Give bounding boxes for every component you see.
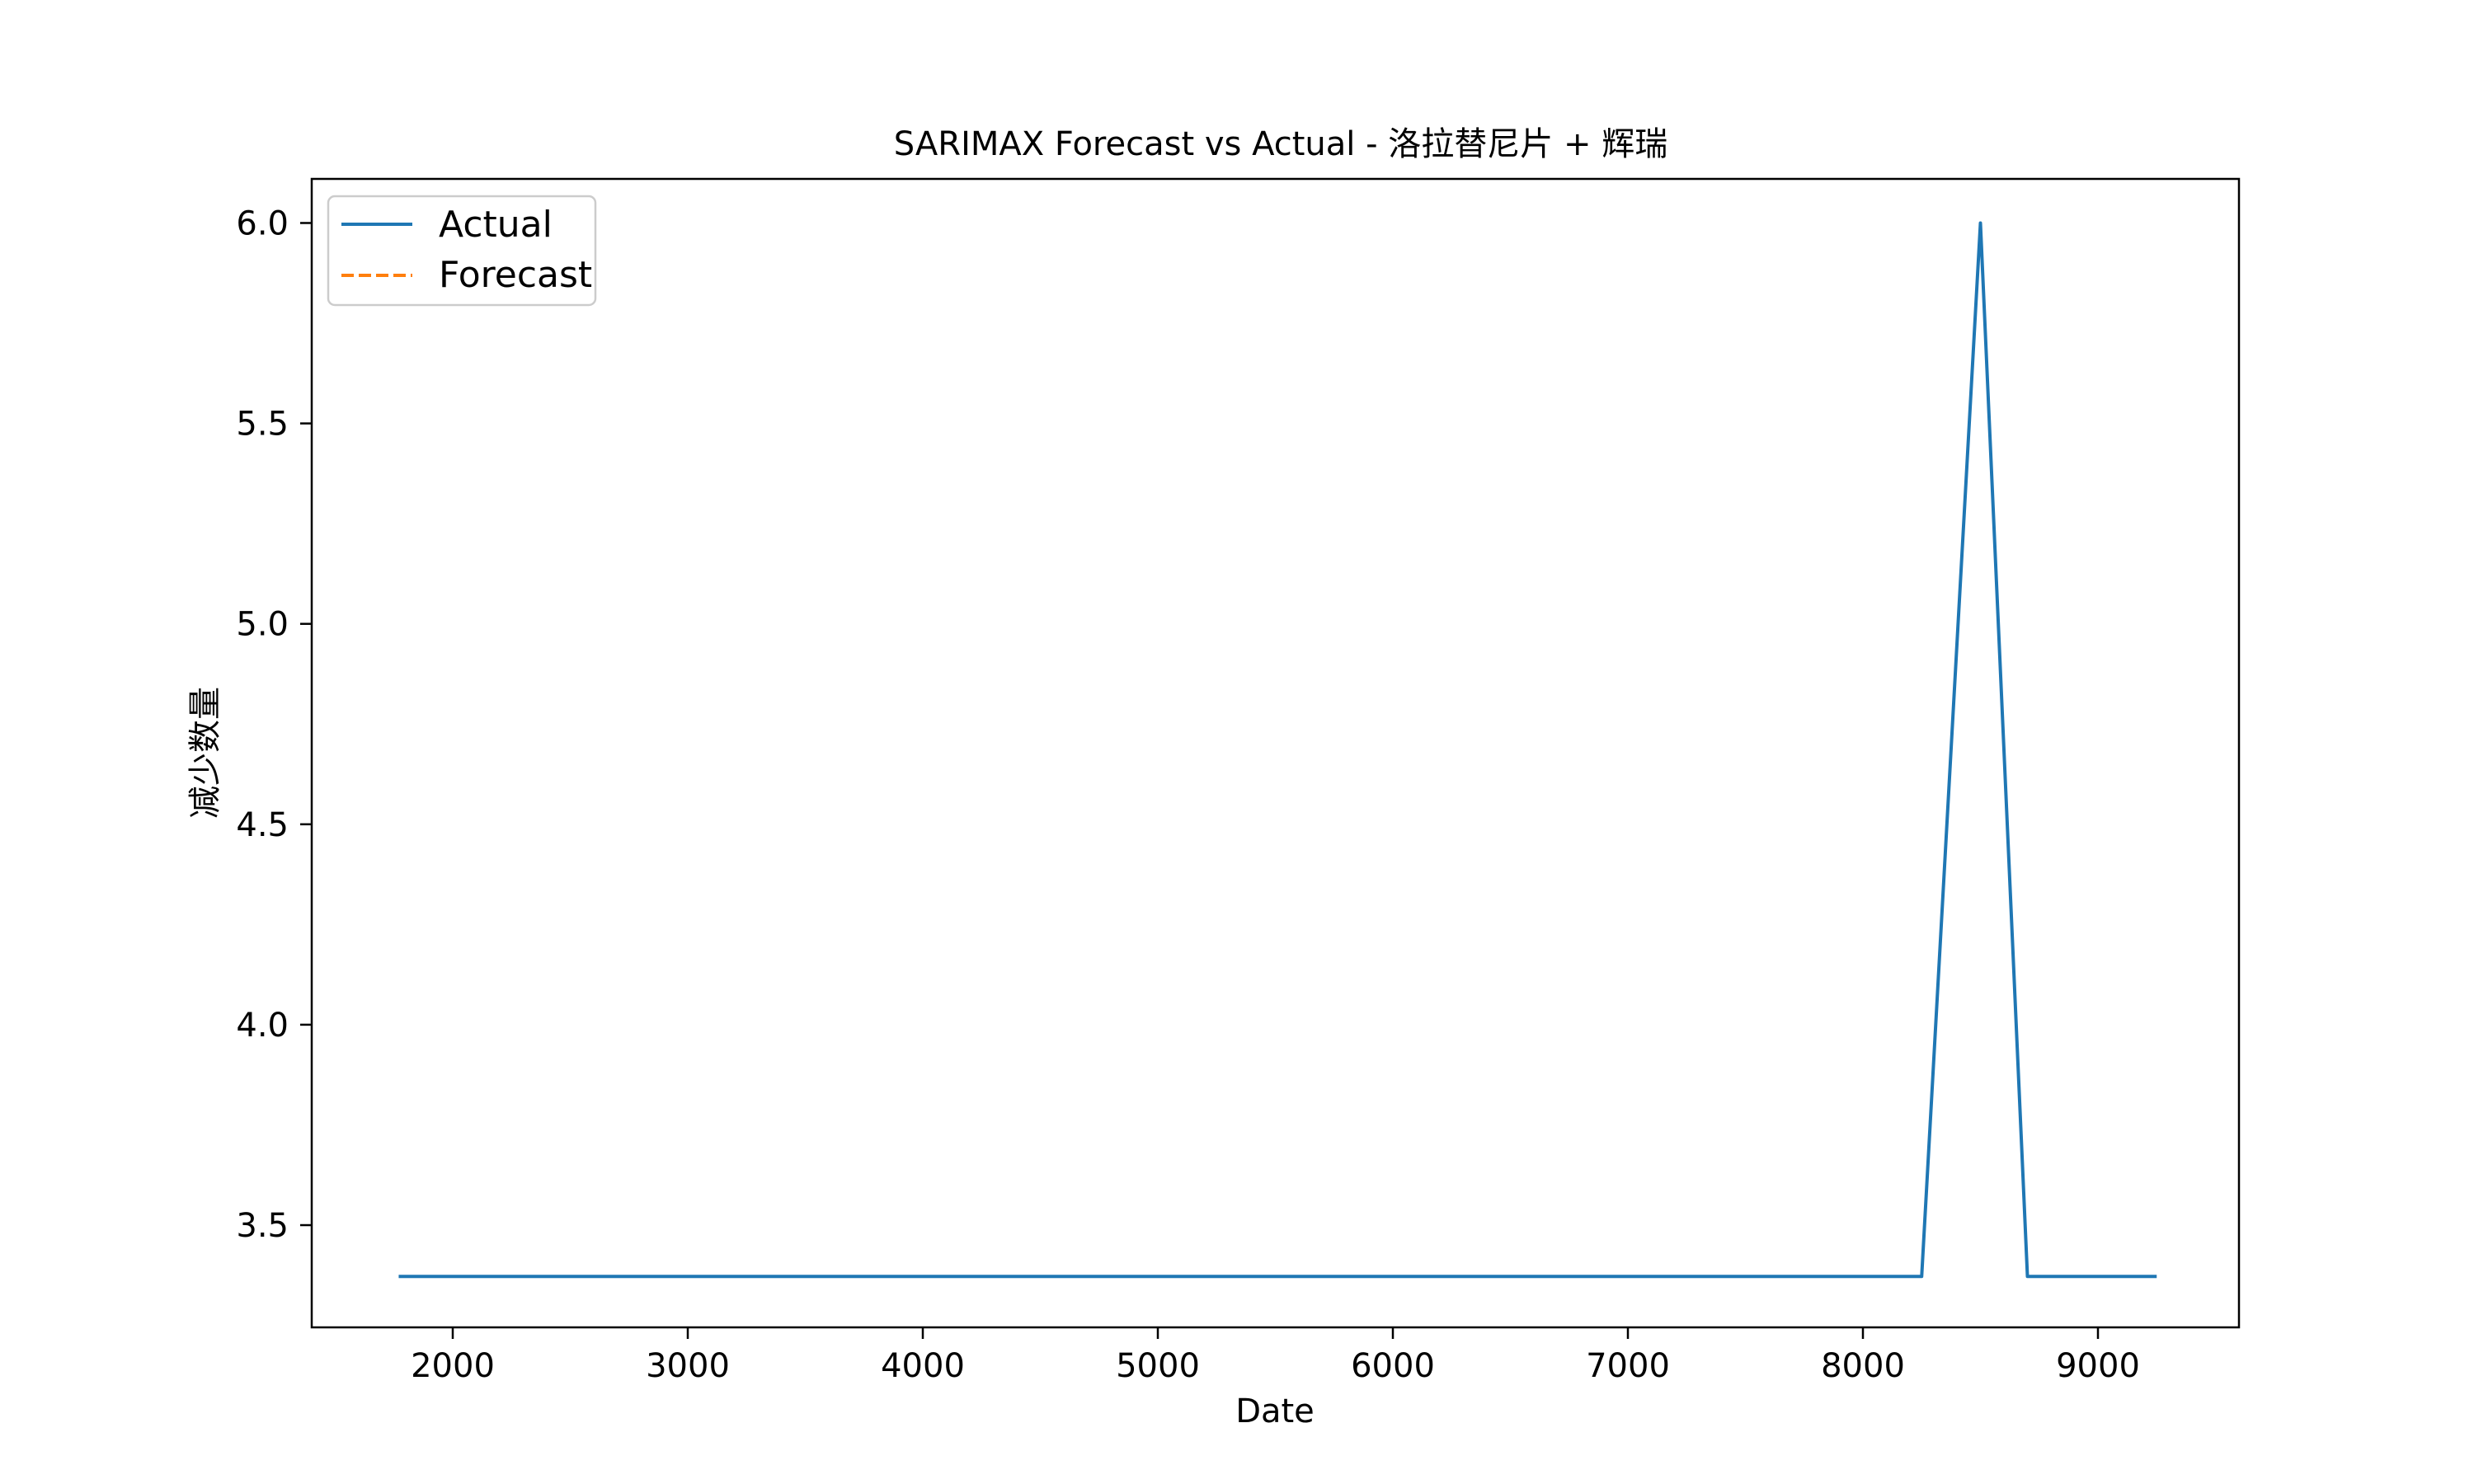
chart-title: SARIMAX Forecast vs Actual - 洛拉替尼片 + 辉瑞 <box>894 125 1667 163</box>
axes-frame <box>310 177 2241 1329</box>
y-tick-label: 3.5 <box>236 1207 289 1245</box>
x-tick-label: 8000 <box>1821 1347 1905 1385</box>
y-tick-label: 5.5 <box>236 406 289 444</box>
y-tick-label: 4.0 <box>236 1007 289 1045</box>
x-tick-label: 9000 <box>2056 1347 2140 1385</box>
y-axis-label: 减少数量 <box>186 687 224 819</box>
x-tick-label: 4000 <box>881 1347 965 1385</box>
y-axis-ticks: 3.5 4.0 4.5 5.0 5.5 6.0 <box>236 204 312 1245</box>
y-tick-label: 5.0 <box>236 606 289 644</box>
x-axis-ticks: 2000 3000 4000 5000 6000 7000 8000 9000 <box>411 1327 2140 1385</box>
y-tick-label: 6.0 <box>236 204 289 242</box>
legend-label-forecast: Forecast <box>439 254 592 296</box>
legend-label-actual: Actual <box>439 204 553 246</box>
legend: Actual Forecast <box>327 195 597 307</box>
x-tick-label: 5000 <box>1116 1347 1200 1385</box>
x-tick-label: 7000 <box>1586 1347 1670 1385</box>
x-tick-label: 6000 <box>1351 1347 1435 1385</box>
x-axis-label: Date <box>1235 1392 1315 1430</box>
y-tick-label: 4.5 <box>236 806 289 844</box>
plot-area <box>398 221 2157 1279</box>
x-tick-label: 3000 <box>646 1347 730 1385</box>
x-tick-label: 2000 <box>411 1347 495 1385</box>
series-line-actual <box>398 221 2157 1279</box>
